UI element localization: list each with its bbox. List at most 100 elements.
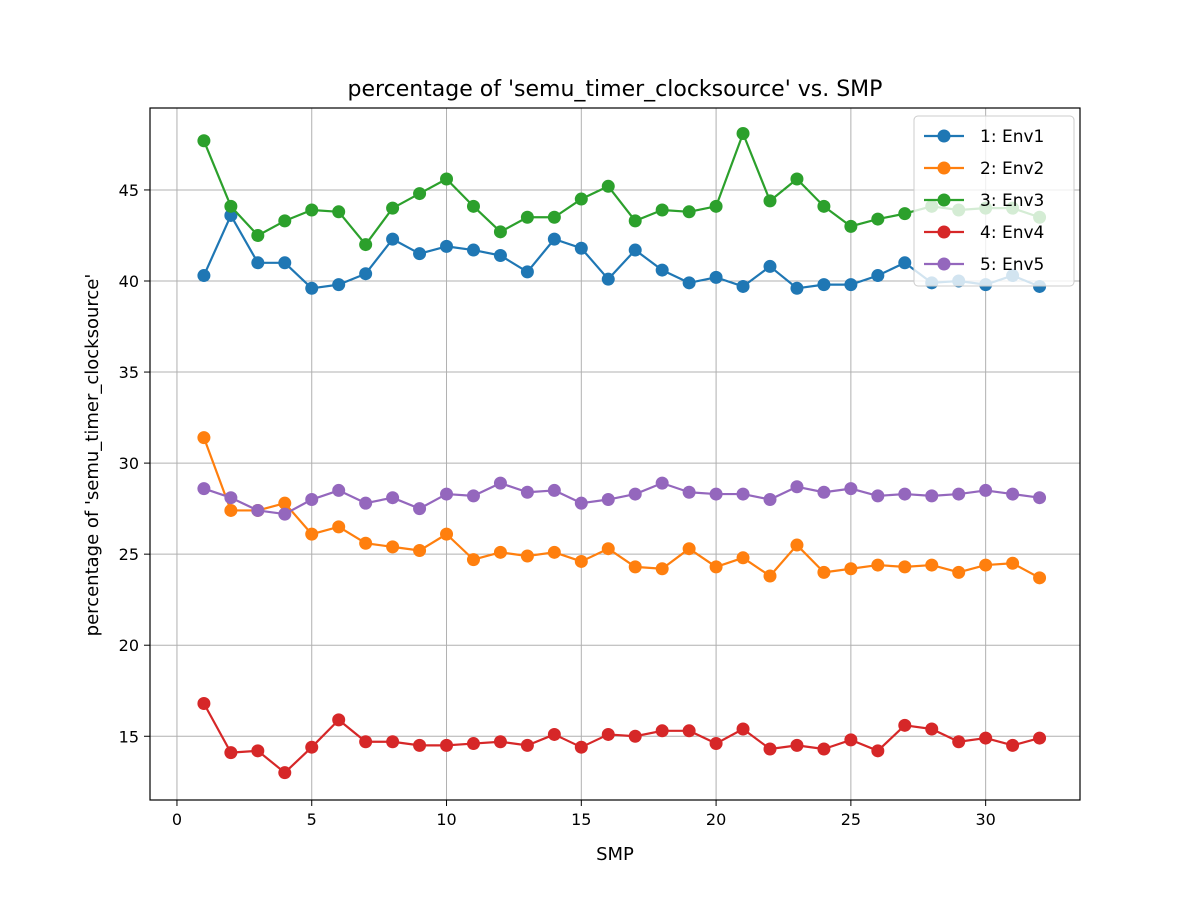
- data-point: [547, 483, 561, 497]
- data-point: [574, 496, 588, 510]
- y-tick-label: 20: [119, 636, 139, 655]
- data-point: [251, 744, 265, 758]
- data-point: [305, 527, 319, 541]
- data-point: [682, 542, 696, 556]
- data-point: [736, 126, 750, 140]
- data-point: [574, 740, 588, 754]
- data-point: [197, 482, 211, 496]
- data-point: [413, 738, 427, 752]
- data-point: [871, 269, 885, 283]
- series-2: [197, 431, 1047, 585]
- data-point: [224, 208, 238, 222]
- data-point: [709, 270, 723, 284]
- data-point: [655, 203, 669, 217]
- series-line: [202, 702, 1040, 774]
- data-point: [332, 278, 346, 292]
- data-point: [574, 554, 588, 568]
- data-point: [925, 558, 939, 572]
- data-point: [817, 742, 831, 756]
- data-point: [305, 281, 319, 295]
- data-point: [871, 744, 885, 758]
- data-point: [628, 487, 642, 501]
- data-point: [251, 256, 265, 270]
- y-tick-label: 35: [119, 363, 139, 382]
- data-point: [251, 503, 265, 517]
- data-point: [790, 281, 804, 295]
- data-point: [871, 558, 885, 572]
- data-point: [601, 272, 615, 286]
- data-point: [332, 713, 346, 727]
- data-point: [224, 503, 238, 517]
- data-point: [197, 431, 211, 445]
- data-point: [628, 560, 642, 574]
- y-tick-label: 15: [119, 727, 139, 746]
- chart-title: percentage of 'semu_timer_clocksource' v…: [348, 77, 883, 102]
- data-point: [628, 214, 642, 228]
- data-point: [655, 724, 669, 738]
- data-point: [386, 491, 400, 505]
- data-point: [386, 735, 400, 749]
- data-point: [601, 493, 615, 507]
- data-point: [1006, 738, 1020, 752]
- series-line: [202, 437, 1041, 579]
- data-point: [682, 724, 696, 738]
- plot-frame: [149, 107, 1081, 801]
- legend-label: 2: Env2: [980, 159, 1044, 179]
- legend-marker: [937, 257, 951, 271]
- x-tick-label: 0: [172, 810, 182, 829]
- data-point: [466, 489, 480, 503]
- series-3: [197, 126, 1047, 252]
- data-point: [440, 487, 454, 501]
- data-point: [466, 199, 480, 213]
- data-point: [952, 735, 966, 749]
- y-tick-label: 30: [119, 454, 139, 473]
- data-point: [655, 476, 669, 490]
- data-point: [278, 214, 292, 228]
- data-point: [440, 527, 454, 541]
- data-point: [305, 203, 319, 217]
- data-point: [520, 265, 534, 279]
- legend-label: 1: Env1: [980, 127, 1044, 147]
- data-point: [763, 569, 777, 583]
- x-tick-label: 25: [841, 810, 861, 829]
- data-point: [871, 489, 885, 503]
- data-point: [817, 485, 831, 499]
- data-point: [224, 491, 238, 505]
- data-point: [466, 737, 480, 751]
- x-tick-label: 20: [706, 810, 726, 829]
- data-point: [1033, 491, 1047, 505]
- legend-label: 3: Env3: [980, 191, 1044, 211]
- data-point: [413, 502, 427, 516]
- data-point: [547, 210, 561, 224]
- data-point: [574, 192, 588, 206]
- data-point: [520, 549, 534, 563]
- data-point: [601, 179, 615, 193]
- data-point: [736, 551, 750, 565]
- data-point: [466, 243, 480, 257]
- series-layer: [197, 126, 1047, 780]
- x-tick-label: 15: [571, 810, 591, 829]
- data-point: [817, 199, 831, 213]
- data-point: [278, 256, 292, 270]
- data-point: [655, 263, 669, 277]
- data-point: [332, 205, 346, 219]
- data-point: [709, 199, 723, 213]
- data-point: [493, 545, 507, 559]
- data-point: [763, 194, 777, 208]
- data-point: [925, 722, 939, 736]
- data-point: [547, 545, 561, 559]
- data-point: [628, 729, 642, 743]
- data-point: [1006, 556, 1020, 570]
- data-point: [979, 731, 993, 745]
- data-point: [1006, 487, 1020, 501]
- data-point: [493, 476, 507, 490]
- data-point: [386, 232, 400, 246]
- data-point: [278, 496, 292, 510]
- data-point: [359, 735, 373, 749]
- data-point: [332, 483, 346, 497]
- data-point: [817, 565, 831, 579]
- data-point: [898, 718, 912, 732]
- data-point: [440, 172, 454, 186]
- y-tick-label: 25: [119, 545, 139, 564]
- legend-marker: [937, 225, 951, 239]
